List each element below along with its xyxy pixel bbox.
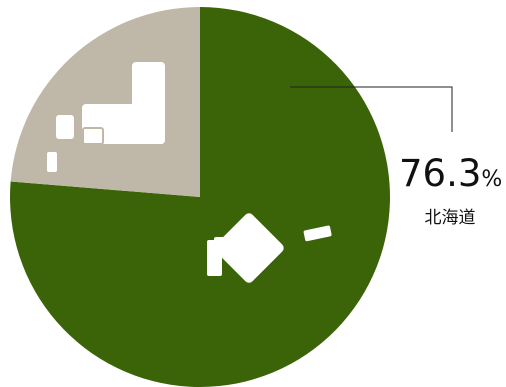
- data-label-unit: %: [481, 167, 502, 192]
- leader-line: [290, 86, 453, 132]
- japan-mainland-map-icon: [47, 62, 165, 172]
- pie-slices: [10, 7, 391, 387]
- data-label-name: 北海道: [425, 208, 476, 228]
- pie-slice-1: [10, 7, 201, 197]
- hokkaido-map-icon: [207, 213, 332, 283]
- data-label-value: 76.3: [399, 152, 481, 195]
- data-label-percent: 76.3%: [399, 152, 502, 195]
